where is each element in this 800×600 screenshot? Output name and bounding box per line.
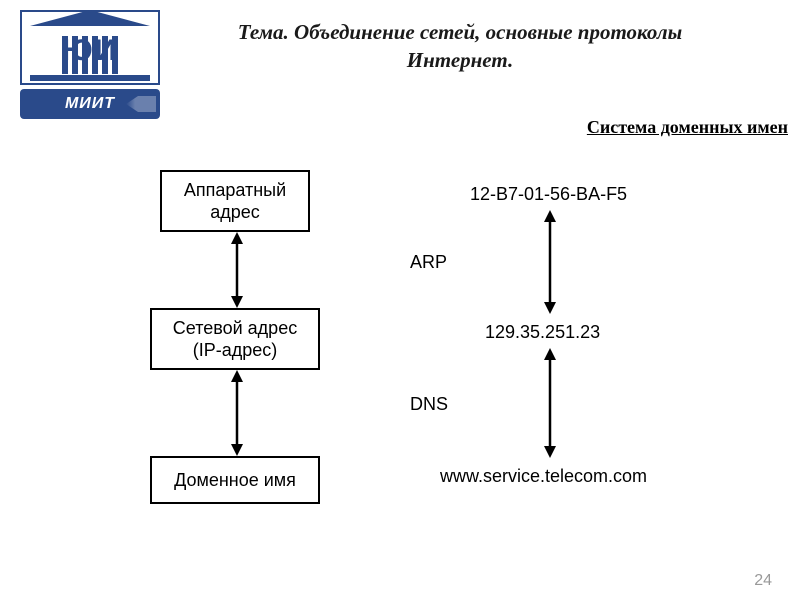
node-label: Сетевой адрес bbox=[173, 317, 297, 340]
value-domain: www.service.telecom.com bbox=[440, 466, 647, 487]
protocol-arp: ARP bbox=[410, 252, 447, 273]
logo-top: ЮИ bbox=[20, 10, 160, 85]
arrow-mac-ip bbox=[540, 210, 560, 314]
logo-block: ЮИ МИИТ bbox=[20, 10, 160, 119]
arrow-ip-domain bbox=[227, 370, 247, 456]
logo-base bbox=[30, 75, 150, 81]
logo-bottom: МИИТ bbox=[20, 89, 160, 119]
arrow-ip-domainval bbox=[540, 348, 560, 458]
logo-bottom-text: МИИТ bbox=[65, 95, 115, 113]
node-label: (IP-адрес) bbox=[193, 339, 278, 362]
protocol-dns: DNS bbox=[410, 394, 448, 415]
node-domain-name: Доменное имя bbox=[150, 456, 320, 504]
node-label: Доменное имя bbox=[174, 469, 296, 492]
address-diagram: Аппаратный адрес Сетевой адрес (IP-адрес… bbox=[100, 170, 720, 570]
logo-roof-shape bbox=[30, 10, 150, 26]
node-label: адрес bbox=[210, 201, 260, 224]
node-hardware-address: Аппаратный адрес bbox=[160, 170, 310, 232]
page-subtitle: Система доменных имен bbox=[587, 117, 788, 138]
value-mac: 12-B7-01-56-BA-F5 bbox=[470, 184, 627, 205]
page-number: 24 bbox=[754, 572, 772, 590]
arrow-hw-ip bbox=[227, 232, 247, 308]
page-title: Тема. Объединение сетей, основные проток… bbox=[200, 18, 720, 75]
logo-letters: ЮИ bbox=[62, 34, 119, 68]
node-label: Аппаратный bbox=[184, 179, 286, 202]
node-ip-address: Сетевой адрес (IP-адрес) bbox=[150, 308, 320, 370]
value-ip: 129.35.251.23 bbox=[485, 322, 600, 343]
train-icon bbox=[126, 96, 156, 112]
